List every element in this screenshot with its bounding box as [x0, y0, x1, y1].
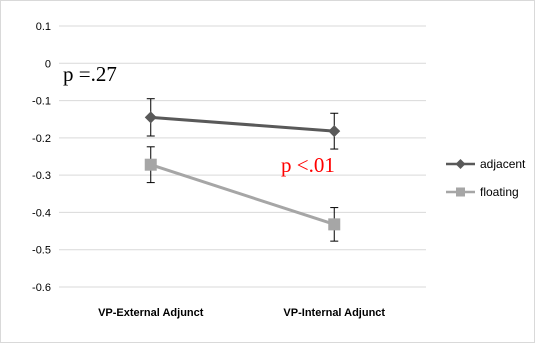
y-tick-label: 0.1 [36, 21, 51, 33]
y-tick-label: -0.6 [32, 282, 51, 294]
annotation-p-internal: p <.01 [281, 153, 335, 177]
x-category-label: VP-External Adjunct [98, 307, 204, 319]
annotation-p-external: p =.27 [63, 62, 117, 86]
legend: adjacent floating [446, 157, 526, 199]
y-axis-ticks: 0.1 0 -0.1 -0.2 -0.3 -0.4 -0.5 -0.6 [32, 21, 51, 294]
gridlines [59, 25, 426, 288]
series-line-floating [150, 163, 335, 226]
legend-label-floating: floating [480, 185, 519, 199]
x-axis-categories: VP-External Adjunct VP-Internal Adjunct [98, 307, 385, 319]
series-layer [144, 98, 341, 242]
legend-item-floating: floating [446, 185, 519, 199]
data-point-adjacent [144, 111, 157, 124]
series-line-adjacent [150, 115, 335, 133]
y-tick-label: -0.1 [32, 96, 51, 108]
y-tick-label: -0.5 [32, 245, 51, 257]
series-adjacent [144, 98, 341, 150]
legend-marker-floating [456, 187, 465, 197]
y-tick-label: -0.2 [32, 133, 51, 145]
data-point-adjacent [328, 125, 341, 138]
legend-marker-adjacent [455, 159, 466, 169]
x-category-label: VP-Internal Adjunct [283, 307, 385, 319]
data-point-floating [144, 158, 157, 171]
legend-item-adjacent: adjacent [446, 157, 526, 171]
data-point-floating [328, 218, 341, 231]
y-tick-label: -0.3 [32, 170, 51, 182]
y-tick-label: -0.4 [32, 207, 51, 219]
legend-label-adjacent: adjacent [480, 157, 526, 171]
series-floating [144, 146, 341, 242]
y-tick-label: 0 [45, 58, 51, 70]
